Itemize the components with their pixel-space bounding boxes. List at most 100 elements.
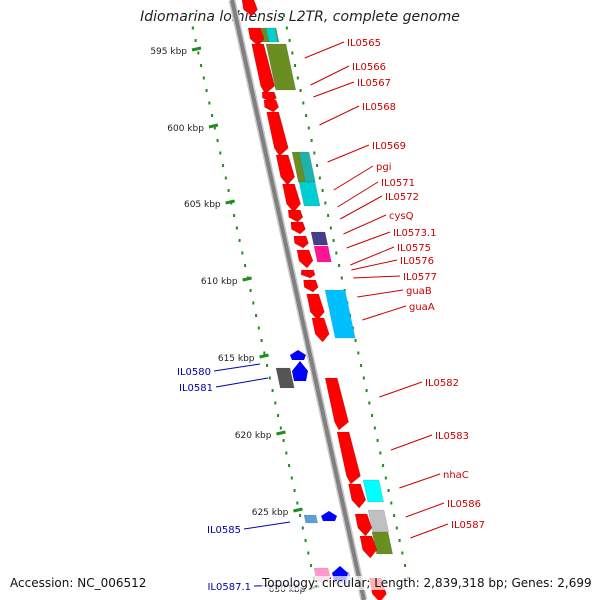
forward-gene-label: cysQ bbox=[389, 211, 414, 222]
genome-backbone bbox=[228, 0, 368, 600]
ruler-dot bbox=[404, 564, 407, 567]
cog-block bbox=[324, 289, 356, 339]
ruler-dot bbox=[296, 501, 299, 505]
ruler-dot bbox=[293, 489, 296, 492]
cog-block bbox=[275, 367, 295, 389]
ruler-dot bbox=[200, 64, 203, 67]
forward-gene-label: IL0582 bbox=[425, 378, 459, 389]
ruler-dot bbox=[205, 89, 208, 92]
ruler-dot bbox=[216, 139, 219, 142]
ruler-dot bbox=[211, 114, 214, 117]
scale-label: 605 kbp bbox=[184, 200, 221, 210]
ruler-dot bbox=[271, 389, 274, 392]
cog-block bbox=[362, 479, 384, 503]
forward-gene-label: IL0572 bbox=[385, 192, 419, 203]
ruler-dot bbox=[307, 551, 310, 555]
backbone-line bbox=[230, 0, 366, 600]
callout-line bbox=[343, 214, 387, 235]
ruler-dot bbox=[224, 176, 227, 180]
ruler-dot bbox=[316, 164, 319, 167]
forward-gene-arrow bbox=[293, 235, 309, 249]
ruler-dot bbox=[368, 401, 371, 405]
scale-label: 620 kbp bbox=[235, 431, 272, 441]
forward-gene-label: IL0586 bbox=[447, 499, 481, 510]
ruler-major-tick bbox=[242, 276, 252, 282]
forward-gene-arrow bbox=[296, 249, 314, 269]
reverse-gene-arrow bbox=[290, 350, 306, 360]
ruler-major-tick bbox=[293, 507, 303, 513]
forward-gene-label: guaB bbox=[406, 286, 432, 297]
ruler-dot bbox=[197, 51, 200, 55]
forward-gene-arrow bbox=[324, 377, 349, 431]
ruler-dot bbox=[393, 514, 396, 517]
ruler-dot bbox=[373, 426, 376, 430]
ruler-dot bbox=[222, 164, 225, 167]
ruler-dot bbox=[288, 464, 291, 467]
ruler-major-tick bbox=[208, 123, 219, 129]
callout-line bbox=[350, 246, 395, 266]
ruler-dot bbox=[288, 39, 291, 42]
ruler-dot bbox=[301, 526, 304, 530]
ruler-major-tick bbox=[225, 199, 235, 205]
callout-line bbox=[379, 381, 423, 398]
ruler-dot bbox=[252, 301, 255, 305]
ruler-dot bbox=[324, 201, 327, 205]
ruler-dot bbox=[365, 389, 368, 392]
callout-line bbox=[399, 473, 441, 489]
ruler-dot bbox=[360, 364, 363, 367]
genome-stats-text: Topology: circular; Length: 2,839,318 bp… bbox=[262, 576, 592, 590]
forward-gene-arrow bbox=[251, 43, 276, 95]
ruler-dot bbox=[307, 126, 310, 130]
callout-line bbox=[213, 363, 261, 372]
cog-block bbox=[265, 27, 279, 43]
scale-label: 630 kbp bbox=[269, 585, 306, 595]
ruler-dot bbox=[362, 376, 365, 380]
ruler-dot bbox=[332, 239, 335, 242]
callout-line bbox=[390, 434, 433, 451]
reverse-gene-label: IL0587.1 bbox=[207, 582, 251, 593]
callout-line bbox=[362, 305, 407, 321]
callout-line bbox=[410, 523, 449, 539]
ruler-dot bbox=[202, 76, 205, 80]
cog-category-track bbox=[257, 27, 393, 585]
ruler-dot bbox=[387, 489, 390, 492]
forward-gene-arrow bbox=[287, 209, 304, 223]
ruler-dot bbox=[290, 476, 293, 480]
gene-callouts bbox=[213, 41, 449, 587]
forward-gene-arrow bbox=[336, 431, 361, 485]
ruler-dot bbox=[313, 151, 316, 155]
gene-labels: IL0565 IL0566 IL0567 IL0568 IL0569 pgi IL0571 I… bbox=[177, 38, 485, 593]
callout-line bbox=[353, 275, 401, 279]
scale-label: 615 kbp bbox=[218, 354, 255, 364]
cog-block bbox=[313, 245, 332, 263]
callout-line bbox=[405, 502, 445, 518]
forward-gene-arrow bbox=[311, 317, 330, 343]
callout-line bbox=[313, 81, 355, 98]
ruler-dot bbox=[327, 214, 330, 217]
forward-gene-label: IL0565 bbox=[347, 38, 381, 49]
ruler-major-tick bbox=[191, 46, 202, 52]
callout-line bbox=[243, 521, 291, 530]
ruler-dot bbox=[299, 89, 302, 92]
forward-gene-label: IL0573.1 bbox=[393, 228, 437, 239]
accession-text: Accession: NC_006512 bbox=[10, 576, 147, 590]
ruler-dot bbox=[274, 401, 277, 405]
forward-gene-label: IL0575 bbox=[397, 243, 431, 254]
ruler-dot bbox=[390, 501, 393, 505]
ruler-dot bbox=[304, 539, 307, 542]
callout-line bbox=[215, 377, 269, 388]
map-title: Idiomarina loihiensis L2TR, complete gen… bbox=[140, 9, 460, 25]
ruler-dot bbox=[189, 14, 192, 17]
ruler-dot bbox=[310, 564, 313, 567]
forward-gene-label: IL0577 bbox=[403, 272, 437, 283]
reverse-gene-arrow bbox=[321, 511, 337, 521]
forward-gene-label: nhaC bbox=[443, 470, 469, 481]
ruler-dot bbox=[213, 126, 216, 130]
ruler-dot bbox=[219, 151, 222, 155]
forward-gene-arrow bbox=[275, 154, 296, 186]
ruler-dot bbox=[294, 64, 297, 67]
forward-gene-arrow bbox=[303, 279, 319, 293]
forward-gene-label: IL0568 bbox=[362, 102, 396, 113]
ruler-dot bbox=[208, 101, 211, 105]
